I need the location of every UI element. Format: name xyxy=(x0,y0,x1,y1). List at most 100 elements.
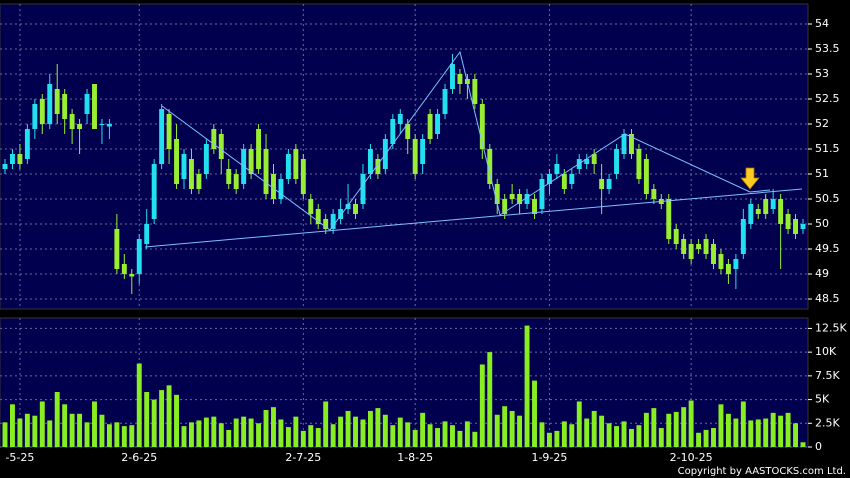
copyright: Copyright by AASTOCKS.com Ltd. xyxy=(678,466,846,477)
candle-body xyxy=(114,229,120,269)
candle-body xyxy=(226,169,232,184)
volume-bar xyxy=(487,352,493,447)
candle-body xyxy=(166,114,172,149)
candle-body xyxy=(718,254,724,269)
candle-body xyxy=(666,199,672,239)
candle-body xyxy=(696,244,702,249)
x-tick-label: 1-9-25 xyxy=(531,451,567,464)
trend-lines xyxy=(144,50,803,248)
y-tick-label: 52.5 xyxy=(815,92,840,105)
volume-bar xyxy=(241,416,247,447)
y2-tick-label: 7.5K xyxy=(815,369,840,382)
candle-body xyxy=(621,134,627,154)
volume-bar xyxy=(643,412,649,447)
candle-body xyxy=(800,224,806,229)
y2-tick-label: 5K xyxy=(815,393,830,406)
volume-bar xyxy=(2,422,8,447)
volume-bar xyxy=(636,425,642,447)
candle-body xyxy=(24,129,30,159)
candle-body xyxy=(599,179,605,189)
candle-body xyxy=(733,259,739,269)
volume-bar xyxy=(800,442,806,447)
candle-body xyxy=(427,114,433,139)
volume-bar xyxy=(450,425,455,447)
y2-tick-label: 10K xyxy=(815,345,837,358)
y-tick-label: 49.5 xyxy=(815,242,840,255)
candle-body xyxy=(181,154,187,179)
candle-body xyxy=(412,139,418,174)
volume-bar xyxy=(218,423,224,447)
volume-bar xyxy=(584,418,590,447)
candle-body xyxy=(435,114,441,134)
price-panel xyxy=(0,3,809,310)
candle-body xyxy=(330,214,336,229)
volume-bar xyxy=(718,404,724,447)
candle-body xyxy=(32,104,38,129)
volume-bar xyxy=(532,380,537,447)
candle-body xyxy=(442,89,448,114)
candle-body xyxy=(151,164,157,219)
volume-bar xyxy=(106,424,112,447)
candle-body xyxy=(99,124,105,125)
candle-body xyxy=(740,219,746,254)
candle-body xyxy=(636,149,642,179)
volume-bar xyxy=(502,406,508,447)
volume-bar xyxy=(629,428,634,447)
candle-body xyxy=(793,219,799,234)
candle-body xyxy=(263,149,269,194)
volume-bar xyxy=(47,420,53,447)
volume-bar xyxy=(733,418,739,447)
y-tick-label: 51 xyxy=(815,167,829,180)
y-tick-label: 48.5 xyxy=(815,292,840,305)
volume-bar xyxy=(785,412,791,447)
volume-bar xyxy=(420,412,426,447)
x-tick-label: 1-8-25 xyxy=(397,451,433,464)
volume-bar xyxy=(174,394,179,447)
volume-bar xyxy=(285,427,291,447)
candle-body xyxy=(457,74,463,84)
marks xyxy=(0,4,812,448)
volume-bar xyxy=(472,431,478,447)
candle-body xyxy=(763,199,769,214)
volume-bar xyxy=(681,407,687,447)
candle-body xyxy=(293,149,299,179)
candle-body xyxy=(353,204,358,214)
candle-body xyxy=(524,194,530,204)
volume-bar xyxy=(338,416,344,447)
volume-bar xyxy=(151,399,157,447)
y-tick-label: 51.5 xyxy=(815,142,840,155)
volume-bar xyxy=(330,424,336,447)
volume-bar xyxy=(166,385,172,447)
candle-body xyxy=(338,209,344,219)
volume-bar xyxy=(464,421,470,447)
candle-body xyxy=(121,264,127,274)
volume-bar xyxy=(711,428,716,447)
volume-bar xyxy=(136,363,142,447)
candle-body xyxy=(569,174,575,184)
volume-bar xyxy=(353,416,358,447)
volume-bar xyxy=(755,419,761,447)
volume-bar xyxy=(278,419,284,447)
candle-body xyxy=(778,199,784,224)
candle-body xyxy=(174,139,179,184)
candle-body xyxy=(278,179,284,199)
candle-body xyxy=(539,179,545,209)
volume-bar xyxy=(188,422,194,447)
candle-body xyxy=(487,149,493,184)
volume-bar xyxy=(323,401,329,447)
volume-bar xyxy=(248,418,254,447)
trend-line xyxy=(161,50,771,231)
volume-bar xyxy=(658,428,664,447)
volume-bar xyxy=(740,401,746,447)
volume-bar xyxy=(539,422,545,447)
volume-bar xyxy=(673,411,679,447)
candle-body xyxy=(397,114,403,124)
volume-bar xyxy=(457,430,463,447)
candle-body xyxy=(271,174,276,199)
volume-bar xyxy=(233,418,239,447)
candle-body xyxy=(211,129,217,149)
candle-body xyxy=(69,114,75,129)
volume-bar xyxy=(614,426,620,447)
y2-tick-label: 12.5K xyxy=(815,321,847,334)
